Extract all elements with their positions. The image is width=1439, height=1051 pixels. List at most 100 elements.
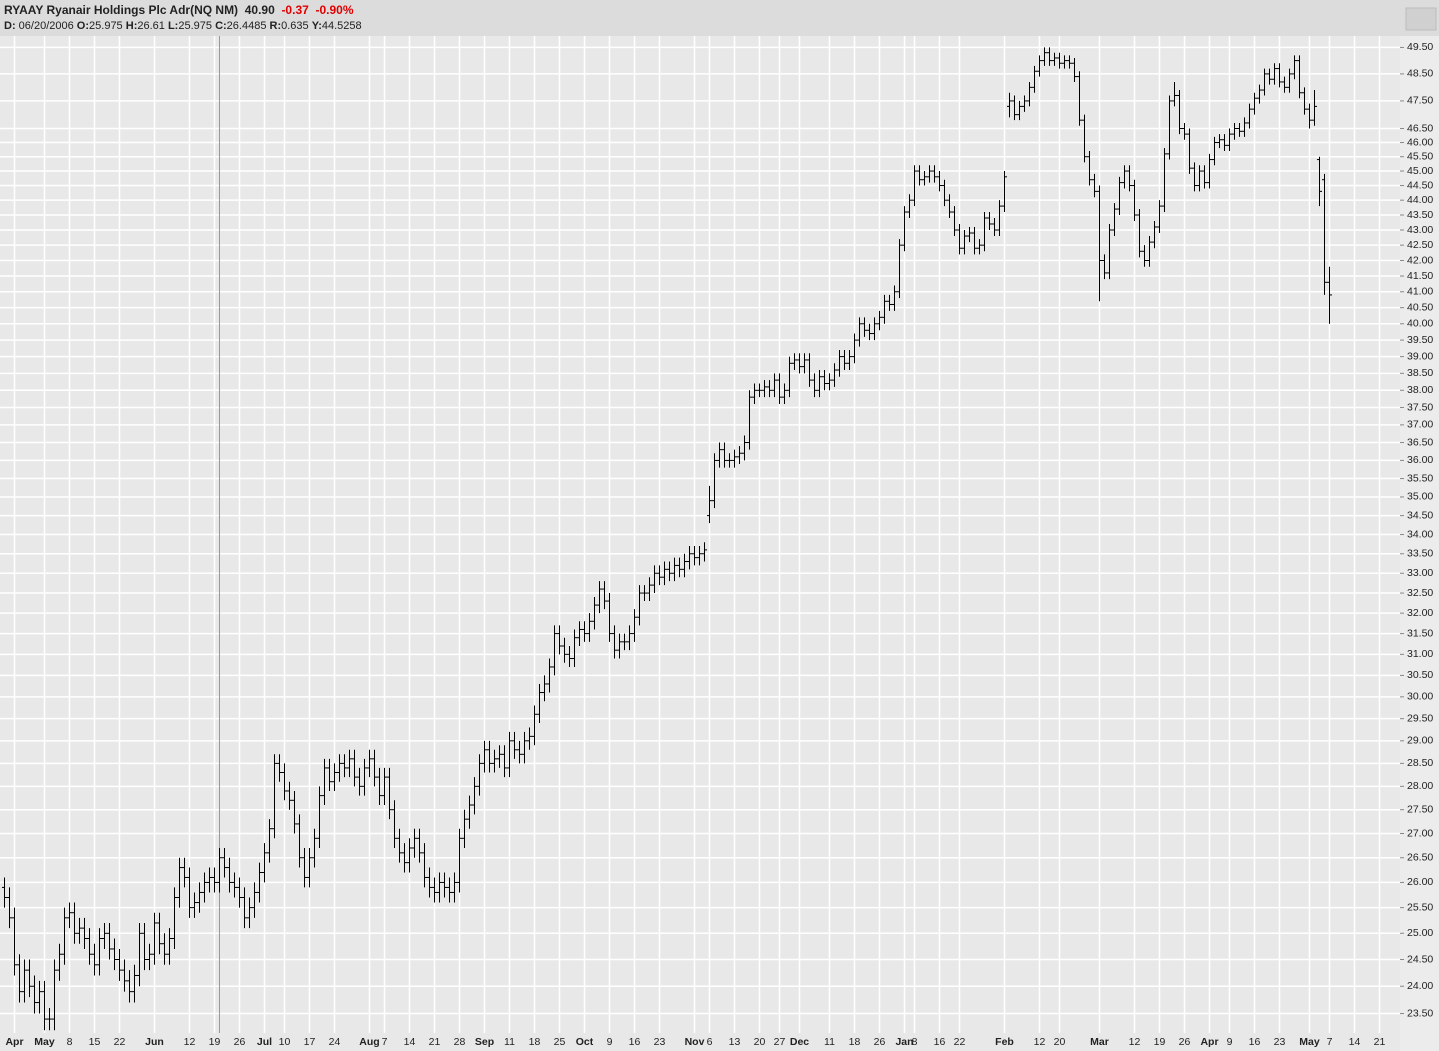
y-tick-label: 34.00 <box>1407 528 1433 540</box>
y-tick-label: 42.00 <box>1407 254 1433 266</box>
x-tick-label: 12 <box>1129 1036 1141 1048</box>
readout-value: 0.635 <box>281 20 309 32</box>
plot-background <box>0 36 1400 1051</box>
y-tick-label: 27.00 <box>1407 827 1433 839</box>
x-tick-label: Jan <box>895 1036 913 1048</box>
readout-key: O: <box>76 20 90 32</box>
x-tick-label: 18 <box>529 1036 541 1048</box>
x-tick-label: 24 <box>329 1036 341 1048</box>
x-tick-label: 15 <box>89 1036 101 1048</box>
y-tick-label: 46.00 <box>1407 136 1433 148</box>
title-line: RYAAY Ryanair Holdings Plc Adr(NQ NM) 40… <box>4 3 354 17</box>
y-tick-label: 31.50 <box>1407 627 1433 639</box>
x-tick-label: 20 <box>754 1036 766 1048</box>
y-tick-label: 39.00 <box>1407 350 1433 362</box>
y-tick-label: 26.00 <box>1407 876 1433 888</box>
x-tick-label: Apr <box>1200 1036 1218 1048</box>
x-tick-label: 14 <box>404 1036 416 1048</box>
x-tick-label: 12 <box>1034 1036 1046 1048</box>
axis-background <box>1400 36 1439 1051</box>
y-tick-label: 45.50 <box>1407 150 1433 162</box>
y-tick-label: 46.50 <box>1407 122 1433 134</box>
readout-key: Y: <box>311 20 322 32</box>
header: RYAAY Ryanair Holdings Plc Adr(NQ NM) 40… <box>0 0 1439 36</box>
x-tick-label: 8 <box>912 1036 918 1048</box>
change-percent: -0.90% <box>315 3 354 17</box>
x-tick-label: 26 <box>874 1036 886 1048</box>
x-tick-label: 7 <box>382 1036 388 1048</box>
change: -0.37 <box>281 3 309 17</box>
y-tick-label: 28.00 <box>1407 780 1433 792</box>
x-tick-label: 17 <box>304 1036 316 1048</box>
y-tick-label: 31.00 <box>1407 648 1433 660</box>
x-tick-label: 16 <box>934 1036 946 1048</box>
readout-key: H: <box>125 20 138 32</box>
x-tick-label: 26 <box>1179 1036 1191 1048</box>
x-tick-label: Aug <box>359 1036 379 1048</box>
y-tick-label: 40.50 <box>1407 301 1433 313</box>
y-tick-label: 36.50 <box>1407 436 1433 448</box>
readout-key: R: <box>269 20 282 32</box>
readout-key: L: <box>167 20 179 32</box>
y-tick-label: 45.00 <box>1407 165 1433 177</box>
x-tick-label: 20 <box>1054 1036 1066 1048</box>
y-tick-label: 29.50 <box>1407 712 1433 724</box>
x-tick-label: 12 <box>184 1036 196 1048</box>
x-tick-label: Mar <box>1090 1036 1109 1048</box>
readout-value: 25.975 <box>89 20 123 32</box>
y-tick-label: 34.50 <box>1407 509 1433 521</box>
x-tick-label: 14 <box>1349 1036 1361 1048</box>
readout: D: 06/20/2006 O:25.975 H:26.61 L:25.975 … <box>4 20 362 32</box>
y-tick-label: 27.50 <box>1407 803 1433 815</box>
y-tick-label: 30.50 <box>1407 669 1433 681</box>
x-tick-label: 16 <box>1249 1036 1261 1048</box>
last-price: 40.90 <box>244 3 275 17</box>
y-tick-label: 49.50 <box>1407 41 1433 53</box>
y-tick-label: 29.00 <box>1407 735 1433 747</box>
readout-value: 06/20/2006 <box>18 20 74 32</box>
x-tick-label: Dec <box>790 1036 809 1048</box>
x-tick-label: 11 <box>824 1036 835 1048</box>
y-tick-label: 35.50 <box>1407 472 1433 484</box>
x-tick-label: 23 <box>1274 1036 1286 1048</box>
x-tick-label: 22 <box>954 1036 966 1048</box>
x-tick-label: May <box>1299 1036 1320 1048</box>
x-tick-label: 13 <box>729 1036 741 1048</box>
scroll-control[interactable] <box>1405 7 1437 31</box>
y-tick-label: 38.50 <box>1407 367 1433 379</box>
readout-key: C: <box>215 20 227 32</box>
readout-value: 26.4485 <box>226 20 267 32</box>
readout-value: 25.975 <box>178 20 212 32</box>
y-tick-label: 44.50 <box>1407 179 1433 191</box>
y-tick-label: 24.50 <box>1407 953 1433 965</box>
y-tick-label: 43.00 <box>1407 224 1433 236</box>
x-tick-label: Nov <box>685 1036 705 1048</box>
x-tick-label: 28 <box>454 1036 466 1048</box>
x-tick-label: 19 <box>1154 1036 1166 1048</box>
symbol: RYAAY <box>4 3 44 17</box>
x-tick-label: 21 <box>1374 1036 1386 1048</box>
y-tick-label: 43.50 <box>1407 209 1433 221</box>
x-tick-label: Feb <box>995 1036 1014 1048</box>
y-tick-label: 37.50 <box>1407 401 1433 413</box>
y-tick-label: 39.50 <box>1407 334 1433 346</box>
x-tick-label: 16 <box>629 1036 641 1048</box>
y-tick-label: 35.00 <box>1407 491 1433 503</box>
x-tick-label: 25 <box>554 1036 566 1048</box>
x-tick-label: 26 <box>234 1036 246 1048</box>
x-tick-label: 11 <box>504 1036 515 1048</box>
x-tick-label: 9 <box>607 1036 613 1048</box>
y-tick-label: 36.00 <box>1407 454 1433 466</box>
x-tick-label: 10 <box>279 1036 291 1048</box>
y-tick-label: 42.50 <box>1407 239 1433 251</box>
y-tick-label: 41.00 <box>1407 286 1433 298</box>
x-tick-label: Oct <box>576 1036 594 1048</box>
x-tick-label: 22 <box>114 1036 126 1048</box>
x-tick-label: 21 <box>429 1036 441 1048</box>
x-tick-label: 18 <box>849 1036 861 1048</box>
x-tick-label: 19 <box>209 1036 221 1048</box>
x-tick-label: Jul <box>257 1036 272 1048</box>
y-tick-label: 41.50 <box>1407 270 1433 282</box>
